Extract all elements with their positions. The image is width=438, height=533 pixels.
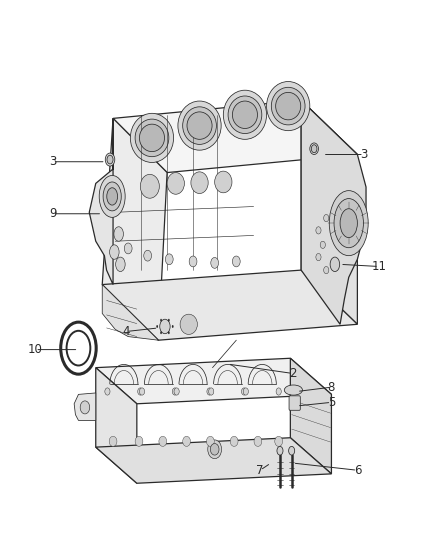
Ellipse shape <box>183 107 216 144</box>
Ellipse shape <box>144 250 152 261</box>
FancyBboxPatch shape <box>289 396 300 410</box>
Ellipse shape <box>172 388 177 395</box>
Ellipse shape <box>159 437 167 447</box>
Ellipse shape <box>189 256 197 267</box>
Ellipse shape <box>135 437 143 447</box>
Ellipse shape <box>109 437 117 447</box>
Text: 9: 9 <box>49 207 56 220</box>
Ellipse shape <box>156 325 158 328</box>
Polygon shape <box>96 438 332 483</box>
Ellipse shape <box>160 319 170 334</box>
Ellipse shape <box>107 155 113 164</box>
Polygon shape <box>301 100 357 324</box>
Ellipse shape <box>67 331 90 366</box>
Polygon shape <box>102 285 159 340</box>
Ellipse shape <box>228 96 262 134</box>
Ellipse shape <box>183 437 191 447</box>
Ellipse shape <box>61 322 96 374</box>
Ellipse shape <box>267 82 310 131</box>
Ellipse shape <box>277 447 283 455</box>
Ellipse shape <box>324 266 329 274</box>
Text: 3: 3 <box>360 148 367 161</box>
Ellipse shape <box>329 191 368 256</box>
Polygon shape <box>96 358 332 404</box>
Ellipse shape <box>191 172 208 193</box>
Ellipse shape <box>168 319 170 321</box>
Ellipse shape <box>320 241 325 248</box>
Text: 7: 7 <box>256 464 264 477</box>
Ellipse shape <box>310 143 318 155</box>
Ellipse shape <box>324 214 329 222</box>
Ellipse shape <box>289 447 295 455</box>
Ellipse shape <box>208 440 222 459</box>
Ellipse shape <box>80 401 90 414</box>
Ellipse shape <box>254 437 262 447</box>
Ellipse shape <box>105 388 110 395</box>
Ellipse shape <box>276 388 281 395</box>
Ellipse shape <box>178 101 221 150</box>
Ellipse shape <box>172 325 173 328</box>
Ellipse shape <box>166 254 173 265</box>
Ellipse shape <box>211 257 219 268</box>
Ellipse shape <box>105 153 115 166</box>
Text: 6: 6 <box>353 464 361 477</box>
Ellipse shape <box>271 87 305 125</box>
Ellipse shape <box>140 174 159 198</box>
Ellipse shape <box>316 254 321 261</box>
Text: 5: 5 <box>328 396 335 409</box>
Ellipse shape <box>168 332 170 334</box>
Ellipse shape <box>340 209 357 238</box>
Text: 11: 11 <box>371 260 386 273</box>
Text: 10: 10 <box>28 343 42 356</box>
Ellipse shape <box>233 101 258 128</box>
Polygon shape <box>89 118 113 285</box>
Ellipse shape <box>139 388 145 395</box>
Ellipse shape <box>138 388 143 395</box>
Polygon shape <box>102 118 167 340</box>
Text: 2: 2 <box>289 367 296 380</box>
Ellipse shape <box>276 92 301 120</box>
Ellipse shape <box>103 182 121 211</box>
Ellipse shape <box>139 124 165 151</box>
Ellipse shape <box>241 388 247 395</box>
Ellipse shape <box>160 319 162 321</box>
Ellipse shape <box>275 437 283 447</box>
Ellipse shape <box>160 332 162 334</box>
Ellipse shape <box>207 388 212 395</box>
Ellipse shape <box>114 227 124 241</box>
Ellipse shape <box>99 175 125 217</box>
Ellipse shape <box>330 257 339 271</box>
Ellipse shape <box>210 443 219 455</box>
Polygon shape <box>301 100 366 324</box>
Ellipse shape <box>167 173 184 194</box>
Ellipse shape <box>187 112 212 139</box>
Ellipse shape <box>208 388 214 395</box>
Ellipse shape <box>284 385 303 395</box>
Polygon shape <box>113 100 357 173</box>
Ellipse shape <box>233 256 240 267</box>
Text: 4: 4 <box>122 325 130 338</box>
Ellipse shape <box>124 243 132 254</box>
Ellipse shape <box>243 388 248 395</box>
Ellipse shape <box>110 245 119 259</box>
Ellipse shape <box>116 257 125 271</box>
Polygon shape <box>290 358 332 474</box>
Ellipse shape <box>180 314 198 334</box>
Ellipse shape <box>206 437 214 447</box>
Ellipse shape <box>311 145 317 152</box>
Ellipse shape <box>107 188 117 205</box>
Ellipse shape <box>230 437 238 447</box>
Text: 8: 8 <box>328 381 335 394</box>
Ellipse shape <box>316 227 321 234</box>
Ellipse shape <box>135 119 169 157</box>
Polygon shape <box>74 393 96 421</box>
Ellipse shape <box>131 114 173 163</box>
Ellipse shape <box>215 171 232 193</box>
Polygon shape <box>96 368 137 483</box>
Polygon shape <box>102 270 357 340</box>
Ellipse shape <box>334 199 364 248</box>
Ellipse shape <box>174 388 179 395</box>
Ellipse shape <box>223 90 267 139</box>
Text: 3: 3 <box>49 155 56 168</box>
